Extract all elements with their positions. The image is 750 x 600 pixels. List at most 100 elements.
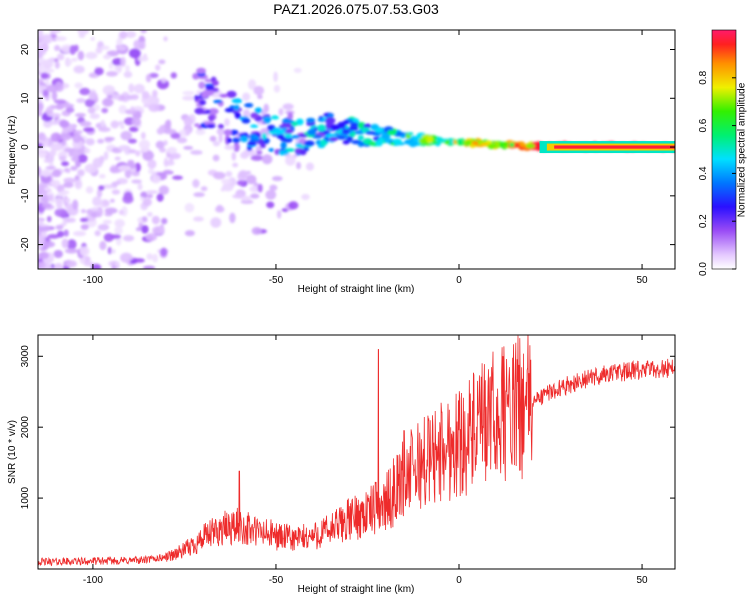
- spectrogram-ridge-blob: [207, 114, 215, 122]
- spectrogram-blob: [38, 44, 48, 49]
- snr-xlabel: Height of straight line (km): [298, 584, 415, 595]
- spectrogram-blob: [169, 152, 181, 160]
- spectrogram-blob: [77, 50, 85, 61]
- spectrogram-ridge-blob: [418, 137, 427, 144]
- spectrogram-blob: [74, 175, 80, 181]
- spectrogram-ridge-blob: [291, 134, 300, 140]
- spectrogram-ridge-blob: [204, 78, 212, 83]
- spectrogram-blob: [105, 71, 118, 77]
- spectrogram-blob: [129, 259, 138, 264]
- spectrogram-blob: [130, 94, 139, 100]
- spectrogram-blob: [212, 141, 221, 147]
- spectrogram-ridge-blob: [233, 104, 240, 111]
- spectrogram-ridge-blob: [480, 142, 490, 147]
- spectrogram-blob: [42, 89, 49, 97]
- spectrogram-blob: [94, 67, 104, 76]
- spectrogram-blob: [232, 162, 239, 168]
- spectrogram-blob: [163, 160, 175, 166]
- spectrogram-ridge-blob: [239, 135, 249, 143]
- spectrogram-ytick-label: 20: [20, 44, 31, 56]
- spectrogram-blob: [193, 216, 204, 222]
- spectrogram-blob: [110, 198, 115, 203]
- spectrogram-blob: [85, 51, 98, 60]
- snr-plot: [38, 335, 675, 567]
- spectrogram-blob: [111, 264, 117, 269]
- spectrogram-blob: [140, 132, 146, 140]
- spectrogram-blob: [287, 112, 294, 120]
- spectrogram-ridge-blob: [256, 150, 263, 155]
- spectrogram-blob: [152, 225, 165, 235]
- spectrogram-blob: [222, 183, 234, 192]
- spectrogram-ridge-blob: [241, 118, 251, 124]
- spectrogram-blob: [133, 39, 141, 49]
- spectrogram-blob: [38, 64, 46, 72]
- spectrogram-blob: [257, 94, 263, 100]
- spectrogram-blob: [50, 179, 61, 187]
- spectrogram-blob: [49, 149, 57, 157]
- spectrogram-blob: [190, 150, 203, 155]
- spectrogram-blob: [38, 30, 44, 38]
- spectrogram-ridge-blob: [509, 142, 515, 148]
- spectrogram-blob: [257, 183, 263, 193]
- spectrogram-blob: [99, 199, 110, 208]
- spectrogram-blob: [80, 208, 86, 214]
- spectrogram-blob: [38, 251, 50, 260]
- snr-frame: [37, 334, 676, 570]
- spectrogram-blob: [114, 225, 123, 235]
- spectrogram-blob: [114, 156, 121, 161]
- spectrogram-ridge-blob: [271, 115, 280, 120]
- spectrogram-blob: [147, 211, 153, 217]
- spectrogram-blob: [229, 212, 236, 224]
- spectrogram-ridge-blob: [281, 123, 293, 128]
- spectrogram-blob: [95, 47, 103, 54]
- spectrogram-ylabel: Frequency (Hz): [7, 116, 18, 185]
- spectrogram-blob: [104, 207, 118, 214]
- spectrogram-ridge-blob: [248, 139, 260, 143]
- spectrogram-blob: [119, 31, 128, 40]
- spectrogram-blob: [54, 208, 68, 218]
- spectrogram-blob: [145, 190, 159, 194]
- spectrogram-ridge-blob: [298, 134, 308, 138]
- spectrogram-blob: [51, 169, 62, 178]
- spectrogram-ridge-blob: [290, 121, 299, 127]
- spectrogram-blob: [145, 74, 152, 83]
- spectrogram-blob: [56, 53, 65, 61]
- spectrogram-blob: [45, 165, 57, 170]
- spectrogram-blob: [240, 195, 251, 201]
- spectrogram-blob: [140, 30, 147, 34]
- spectrogram-blob: [152, 253, 158, 263]
- spectrogram-blob: [231, 151, 237, 161]
- spectrogram-blob: [130, 106, 135, 111]
- spectrogram-blob: [38, 166, 42, 177]
- spectrogram-blob: [276, 209, 282, 219]
- spectrogram-blob: [97, 138, 105, 144]
- spectrogram-blob: [76, 98, 86, 104]
- spectrogram-blob: [101, 184, 115, 189]
- spectrogram-blob: [182, 91, 195, 96]
- spectrogram-blob: [129, 126, 139, 132]
- spectrogram-blob: [123, 71, 133, 78]
- colorbar-tick-label: 0.2: [698, 214, 709, 228]
- spectrogram-blob: [64, 248, 78, 254]
- spectrogram-blob: [142, 150, 154, 161]
- snr-panel: -100 -50 0 50 1000 2000 3000 Height of straigh…: [7, 334, 676, 595]
- spectrogram-blob: [70, 165, 78, 171]
- spectrogram-ridge-blob: [231, 98, 243, 104]
- spectrogram-blob: [85, 186, 94, 194]
- spectrogram-blob: [61, 161, 70, 167]
- spectrogram-ridge-blob: [202, 89, 212, 97]
- snr-xtick-label: 0: [456, 575, 462, 586]
- snr-xtick-label: -50: [269, 575, 284, 586]
- spectrogram-blob: [61, 103, 75, 109]
- spectrogram-blob: [54, 61, 60, 69]
- spectrogram-blob: [48, 112, 62, 118]
- spectrogram-blob: [83, 127, 95, 133]
- spectrogram-blob: [273, 71, 278, 83]
- spectrogram-blob: [125, 65, 130, 72]
- spectrogram-blob: [220, 187, 225, 192]
- spectrogram-ridge-blob: [204, 109, 211, 115]
- spectrogram-blob: [148, 72, 159, 79]
- spectrogram-blob: [53, 263, 64, 269]
- spectrogram-blob: [74, 113, 86, 118]
